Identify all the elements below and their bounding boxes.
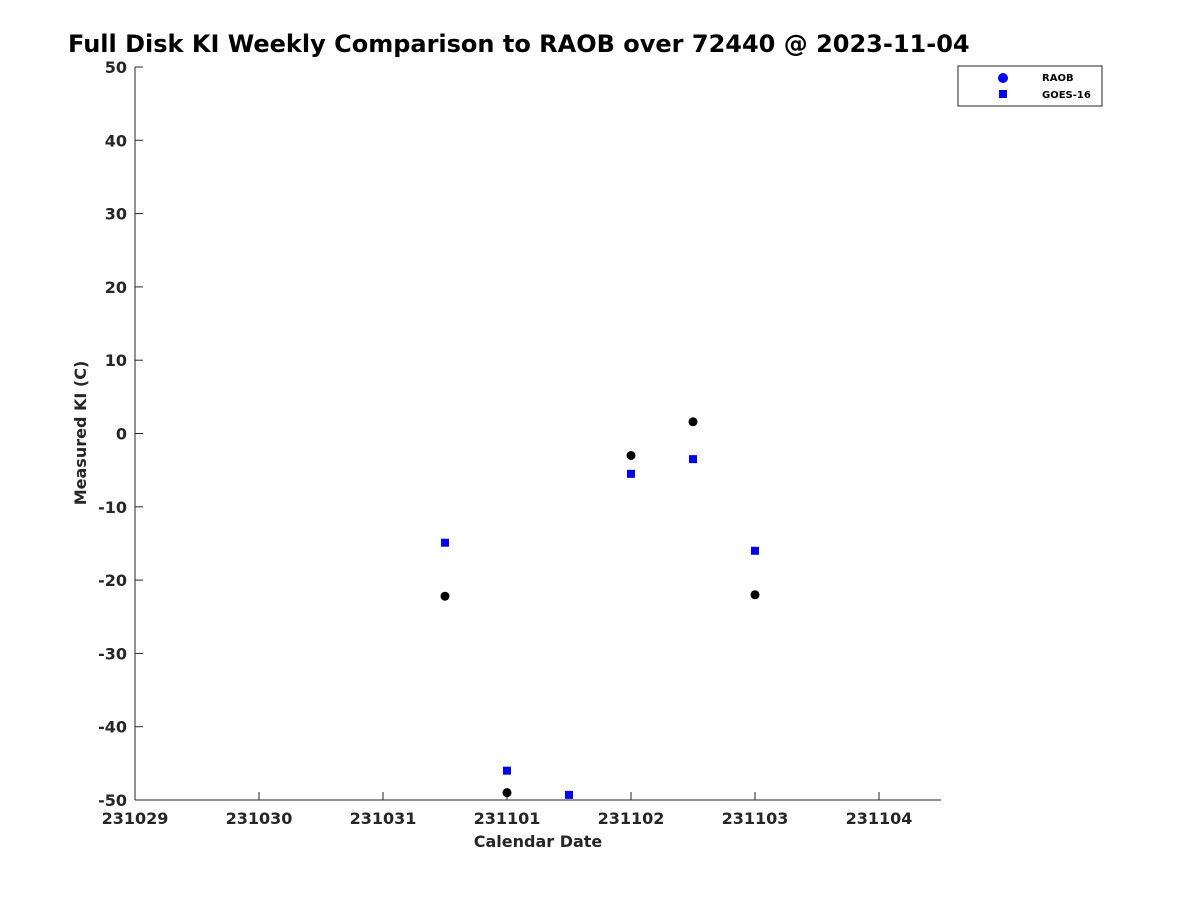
raob-point — [626, 450, 636, 460]
y-tick-label: 30 — [105, 205, 127, 224]
y-tick-label: 0 — [116, 425, 127, 444]
goes16-point — [565, 790, 573, 799]
y-tick-label: -10 — [98, 498, 127, 517]
goes16-point — [751, 546, 759, 555]
y-tick-label: 50 — [105, 58, 127, 77]
data-marks — [440, 417, 760, 799]
axes — [134, 67, 941, 801]
goes16-point — [689, 455, 697, 464]
x-tick-label: 231101 — [474, 809, 541, 828]
x-tick-label: 231104 — [846, 809, 913, 828]
legend-goes-marker — [999, 90, 1007, 98]
y-tick-label: -50 — [98, 791, 127, 810]
x-tick-label: 231102 — [598, 809, 665, 828]
raob-point — [502, 788, 512, 798]
y-axis-label: Measured KI (C) — [71, 361, 90, 506]
y-tick-label: 40 — [105, 131, 127, 150]
y-tick-label: -20 — [98, 571, 127, 590]
goes16-point — [627, 469, 635, 478]
y-tick-label: -40 — [98, 718, 127, 737]
goes16-point — [441, 538, 449, 547]
legend-goes-label: GOES-16 — [1042, 90, 1091, 101]
legend: RAOB GOES-16 — [957, 65, 1103, 107]
raob-point — [688, 417, 698, 427]
x-tick-label: 231103 — [722, 809, 789, 828]
y-tick-label: -30 — [98, 644, 127, 663]
chart-title: Full Disk KI Weekly Comparison to RAOB o… — [68, 30, 970, 58]
y-tick-label: 10 — [105, 351, 127, 370]
raob-point — [440, 591, 450, 601]
legend-box — [957, 65, 1103, 107]
legend-raob-marker — [998, 73, 1008, 83]
legend-raob-label: RAOB — [1042, 73, 1074, 84]
goes16-point — [503, 766, 511, 775]
x-tick-label: 231029 — [102, 809, 169, 828]
x-axis-label: Calendar Date — [474, 832, 603, 851]
y-tick-label: 20 — [105, 278, 127, 297]
raob-point — [750, 590, 760, 600]
x-tick-label: 231031 — [350, 809, 417, 828]
x-tick-label: 231030 — [226, 809, 293, 828]
